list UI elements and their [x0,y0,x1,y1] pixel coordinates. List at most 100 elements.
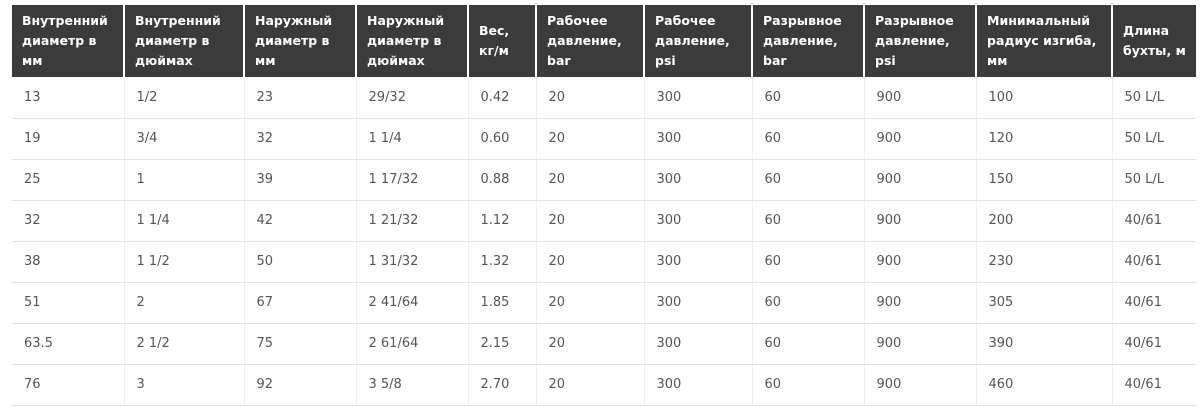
table-cell: 900 [863,159,976,201]
table-cell: 23 [243,77,356,119]
table-cell: 63.5 [12,323,124,365]
table-cell: 20 [535,77,644,119]
table-cell: 200 [975,200,1112,242]
column-header: Наружный диаметр в мм [243,5,356,77]
table-cell: 39 [243,159,356,201]
table-cell: 2 41/64 [355,282,468,324]
table-cell: 2 61/64 [355,323,468,365]
table-cell: 20 [535,364,644,406]
table-cell: 51 [12,282,124,324]
table-cell: 100 [975,77,1112,119]
table-cell: 32 [12,200,124,242]
table-row: 63.5 2 1/2 75 2 61/64 2.15 20 300 60 900 390 40/61 [12,323,1196,365]
table-cell: 20 [535,200,644,242]
table-cell: 25 [12,159,124,201]
table-cell: 1.12 [467,200,536,242]
table-cell: 1/2 [123,77,244,119]
table-cell: 900 [863,241,976,283]
table-cell: 1 1/2 [123,241,244,283]
table-cell: 50 L/L [1111,118,1196,160]
table-cell: 40/61 [1111,364,1196,406]
table-cell: 3 5/8 [355,364,468,406]
table-row: 25 1 39 1 17/32 0.88 20 300 60 900 150 50 L/L [12,159,1196,201]
table-cell: 3 [123,364,244,406]
table-cell: 20 [535,323,644,365]
table-cell: 2.15 [467,323,536,365]
table-cell: 60 [751,200,864,242]
table-row: 51 2 67 2 41/64 1.85 20 300 60 900 305 40/61 [12,282,1196,324]
table-cell: 60 [751,282,864,324]
table-cell: 0.88 [467,159,536,201]
table-cell: 40/61 [1111,241,1196,283]
table-cell: 75 [243,323,356,365]
table-cell: 20 [535,282,644,324]
table-cell: 900 [863,200,976,242]
table-cell: 300 [643,364,752,406]
table-cell: 2 1/2 [123,323,244,365]
table-cell: 2 [123,282,244,324]
table-cell: 38 [12,241,124,283]
table-cell: 300 [643,282,752,324]
table-cell: 60 [751,241,864,283]
table-cell: 150 [975,159,1112,201]
table-cell: 300 [643,159,752,201]
table-cell: 0.42 [467,77,536,119]
table-cell: 60 [751,159,864,201]
table-cell: 1 21/32 [355,200,468,242]
table-cell: 300 [643,200,752,242]
table-cell: 40/61 [1111,323,1196,365]
table-cell: 1.85 [467,282,536,324]
table-cell: 32 [243,118,356,160]
table-cell: 42 [243,200,356,242]
table-cell: 40/61 [1111,282,1196,324]
table-row: 13 1/2 23 29/32 0.42 20 300 60 900 100 50 L/L [12,77,1196,119]
table-row: 38 1 1/2 50 1 31/32 1.32 20 300 60 900 230 40/61 [12,241,1196,283]
table-cell: 60 [751,323,864,365]
table-cell: 3/4 [123,118,244,160]
table-cell: 92 [243,364,356,406]
column-header: Рабочее давление, psi [643,5,752,77]
table-cell: 300 [643,77,752,119]
table-cell: 900 [863,282,976,324]
table-cell: 230 [975,241,1112,283]
table-cell: 13 [12,77,124,119]
column-header: Внутренний диаметр в дюймах [123,5,244,77]
table-cell: 50 L/L [1111,77,1196,119]
column-header: Вес, кг/м [467,5,536,77]
column-header: Рабочее давление, bar [535,5,644,77]
table-cell: 60 [751,118,864,160]
table-body: 13 1/2 23 29/32 0.42 20 300 60 900 100 50 L/L 19 3/4… [12,77,1196,406]
table-cell: 390 [975,323,1112,365]
column-header: Длина бухты, м [1111,5,1196,77]
column-header: Минимальный радиус изгиба, мм [975,5,1112,77]
table-cell: 50 L/L [1111,159,1196,201]
table-cell: 20 [535,159,644,201]
table-cell: 19 [12,118,124,160]
table-row: 76 3 92 3 5/8 2.70 20 300 60 900 460 40/61 [12,364,1196,406]
table-cell: 50 [243,241,356,283]
column-header: Внутренний диаметр в мм [12,5,124,77]
table-cell: 1.32 [467,241,536,283]
table-cell: 300 [643,118,752,160]
table-cell: 300 [643,241,752,283]
table-row: 32 1 1/4 42 1 21/32 1.12 20 300 60 900 200 40/61 [12,200,1196,242]
table-cell: 900 [863,77,976,119]
data-table: Внутренний диаметр в мм Внутренний диамет… [12,5,1196,406]
table-cell: 60 [751,77,864,119]
table-cell: 29/32 [355,77,468,119]
table-cell: 300 [643,323,752,365]
column-header: Наружный диаметр в дюймах [355,5,468,77]
table-cell: 67 [243,282,356,324]
table-cell: 60 [751,364,864,406]
table-cell: 1 1/4 [355,118,468,160]
table-cell: 900 [863,323,976,365]
table-cell: 40/61 [1111,200,1196,242]
column-header: Разрывное давление, psi [863,5,976,77]
table-cell: 1 17/32 [355,159,468,201]
table-cell: 460 [975,364,1112,406]
table-row: 19 3/4 32 1 1/4 0.60 20 300 60 900 120 50 L/L [12,118,1196,160]
table-cell: 1 [123,159,244,201]
table-cell: 2.70 [467,364,536,406]
column-header: Разрывное давление, bar [751,5,864,77]
